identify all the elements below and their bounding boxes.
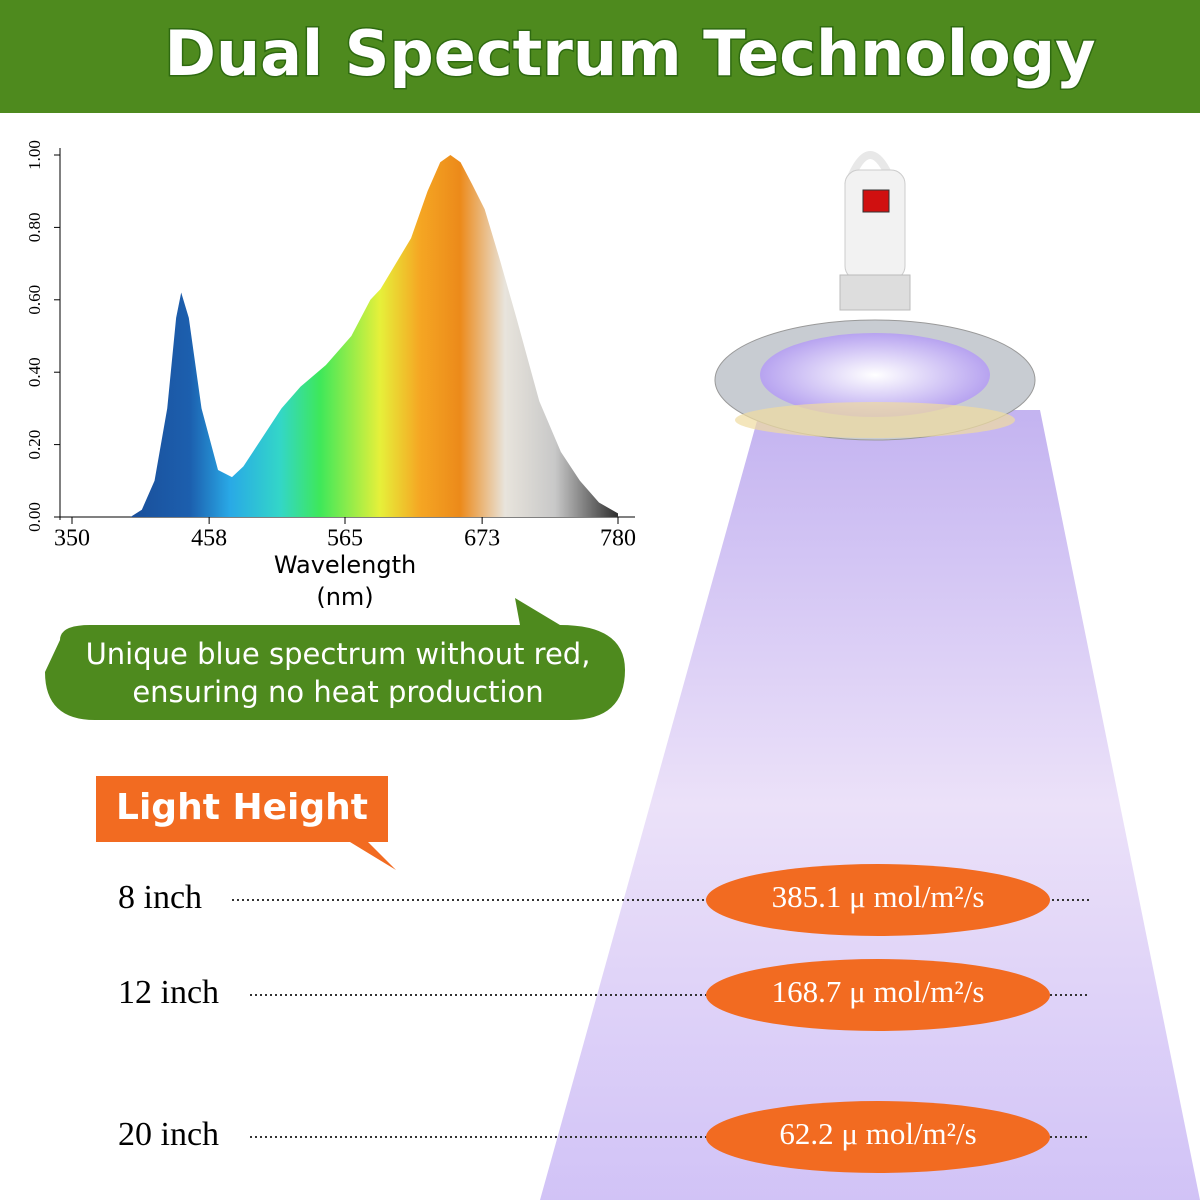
led-ring xyxy=(735,402,1015,438)
socket xyxy=(839,274,911,311)
led-panel xyxy=(760,333,990,417)
spectrum-chart: Wavelength (nm) 350 458 565 673 780 0.00 0.20 0.… xyxy=(25,140,636,611)
ppfd-badge xyxy=(706,864,1050,936)
y-tick-label: 0.00 xyxy=(25,502,44,532)
height-label: 20 inch xyxy=(118,1116,219,1153)
ppfd-badge xyxy=(706,959,1050,1031)
x-tick-label: 673 xyxy=(464,526,500,552)
callout-bubble xyxy=(45,598,625,720)
title: Dual Spectrum Technology xyxy=(164,17,1095,90)
height-title: Light Height xyxy=(116,787,368,828)
ppfd-value: 168.7 μ mol/m²/s xyxy=(772,974,985,1009)
callout-text: ensuring no heat production xyxy=(132,675,543,709)
x-axis-label: Wavelength (nm) xyxy=(274,551,416,611)
height-tag xyxy=(96,776,396,870)
light-beam xyxy=(540,410,1200,1200)
spectrum-area xyxy=(130,155,618,517)
switch xyxy=(862,189,890,213)
banner xyxy=(0,0,1200,113)
y-tick-label: 0.60 xyxy=(25,285,44,315)
lamp-body xyxy=(844,169,906,281)
y-tick-label: 0.40 xyxy=(25,357,44,387)
y-tick-label: 0.80 xyxy=(25,213,44,243)
x-tick-label: 565 xyxy=(327,526,363,552)
x-tick-label: 458 xyxy=(191,526,227,552)
y-tick-label: 0.20 xyxy=(25,430,44,460)
ppfd-value: 62.2 μ mol/m²/s xyxy=(779,1116,976,1151)
y-tick-label: 1.00 xyxy=(25,140,44,170)
ppfd-badge xyxy=(706,1101,1050,1173)
height-label: 8 inch xyxy=(118,879,202,916)
callout-text: Unique blue spectrum without red, xyxy=(86,637,591,671)
x-tick-label: 350 xyxy=(54,526,90,552)
height-label: 12 inch xyxy=(118,974,219,1011)
x-tick-label: 780 xyxy=(600,526,636,552)
ppfd-value: 385.1 μ mol/m²/s xyxy=(772,879,985,914)
